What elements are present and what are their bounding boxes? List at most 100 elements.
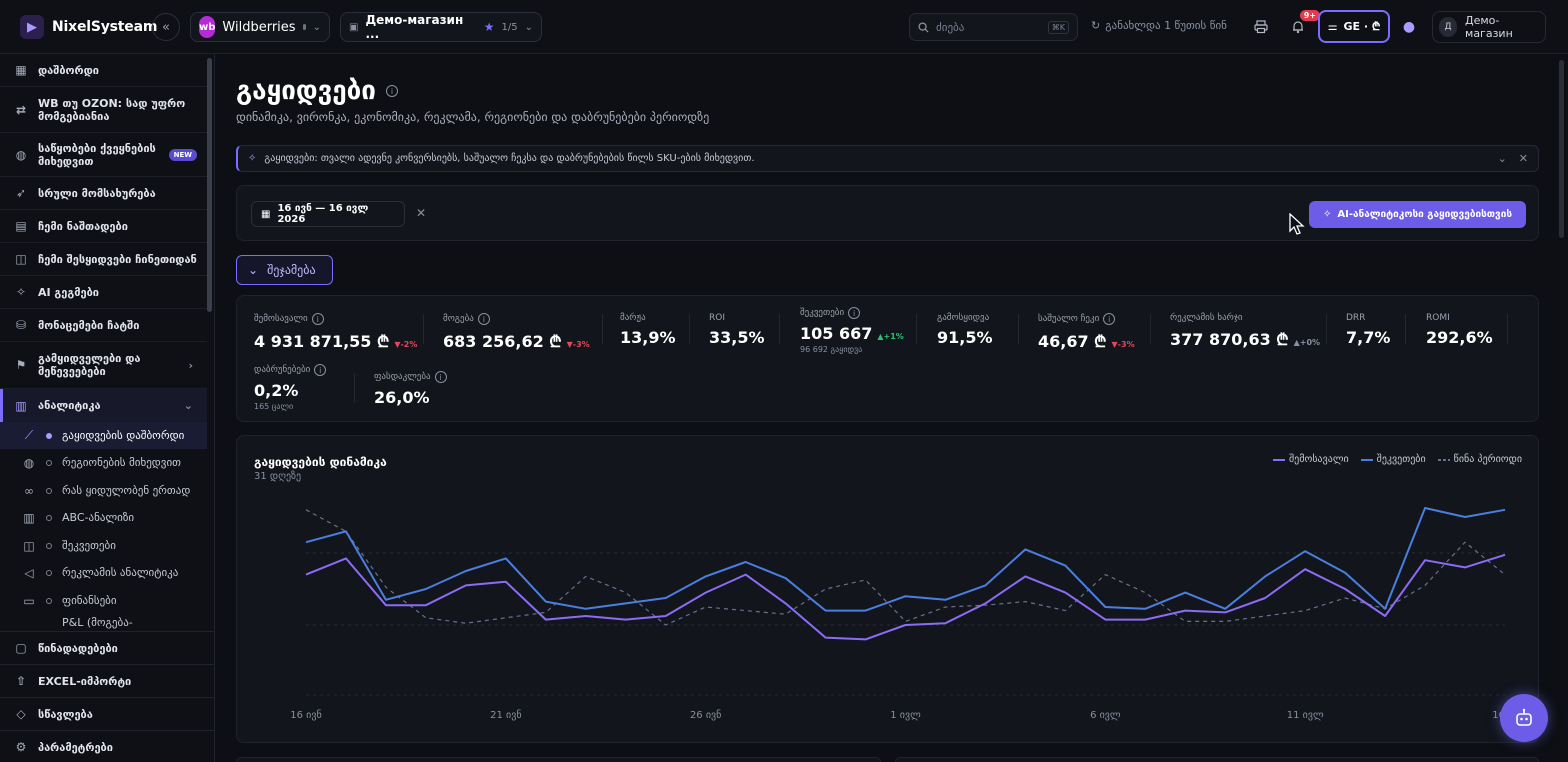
chart-title: გაყიდვების დინამიკა (254, 455, 387, 469)
ai-assistant-button[interactable]: ● (1396, 14, 1422, 40)
store-selector[interactable]: ▣ Демо-магазин ... ★ 1/5 ⌄ (340, 12, 542, 42)
marketplace-selector[interactable]: wb Wildberries ⌄ (190, 12, 330, 42)
ai-analyst-button[interactable]: ✧ AI-ანალიტიკოსი გაყიდვებისთვის (1309, 201, 1526, 228)
sidebar-scrollbar[interactable] (207, 58, 212, 312)
date-range-picker[interactable]: ▦ 16 ივნ — 16 ივლ 2026 (251, 201, 405, 227)
sidebar-item-suggestions[interactable]: ▢ წინადადებები (0, 631, 214, 664)
search-input[interactable] (936, 20, 1036, 34)
sidebar-item-data-chat[interactable]: ⛁ მონაცემები ჩატში (0, 309, 207, 342)
main-scrollbar[interactable] (1559, 60, 1564, 238)
sidebar-item-settings[interactable]: ⚙ პარამეტრები (0, 730, 214, 762)
sidebar-item-ai-plans[interactable]: ✧ AI გეგმები (0, 276, 207, 309)
user-menu[interactable]: Д Демо-магазин (1432, 11, 1546, 43)
search-icon (918, 21, 929, 33)
sidebar-item-wb-vs-ozon[interactable]: ⇄ WB თუ OZON: სად უფრო მომგებიანია (0, 87, 207, 133)
kpi-divider (1326, 314, 1327, 344)
refresh-icon: ↻ (1091, 19, 1101, 32)
page-title-text: გაყიდვები (236, 76, 376, 106)
filter-panel: ▦ 16 ივნ — 16 ივლ 2026 ✕ ✧ AI-ანალიტიკოს… (236, 185, 1539, 241)
summary-toggle-button[interactable]: ⌄ შეჯამება (236, 255, 333, 285)
sidebar-subitem-sales-dashboard[interactable]: ⟋ გაყიდვების დაშბორდი (0, 422, 207, 449)
print-button[interactable] (1248, 14, 1274, 40)
bag-icon: ◫ (23, 538, 35, 553)
update-status-text: განახლდა 1 წუთის წინ (1105, 19, 1227, 32)
sidebar-item-stock[interactable]: ▤ ჩემი ნაშთადები (0, 210, 207, 243)
link-icon: ∞ (24, 483, 34, 498)
chart-canvas[interactable]: 16 ივნ 21 ივნ 26 ივნ 1 ივლ 6 ივლ 11 ივლ 16 (237, 436, 1540, 744)
sidebar-item-label: წინადადებები (38, 641, 118, 655)
info-icon[interactable]: i (1103, 313, 1116, 325)
sidebar-item-sellers[interactable]: ⚑ გამყიდველები და მეწევეებები › (0, 342, 207, 389)
rocket-icon: ➶ (15, 186, 27, 200)
sidebar-subitem-abc[interactable]: ▥ ABC-ანალიზი (0, 504, 207, 531)
info-icon[interactable]: i (477, 313, 490, 325)
brand-logo-icon: ▶ (20, 15, 44, 39)
sidebar-subitem-ads[interactable]: ◁ რეკლამის ანალიტიკა (0, 559, 207, 586)
chevron-down-icon: ⌄ (248, 263, 259, 277)
sidebar-item-learning[interactable]: ◇ სწავლება (0, 697, 214, 730)
chevron-down-icon: ⌄ (312, 21, 321, 33)
legend-item-orders[interactable]: შეკვეთები (1360, 454, 1426, 465)
globe-icon: ◍ (15, 147, 27, 162)
kpi-avg-check: საშუალო ჩეკი i 46,67 ₾ ▼-3% (1038, 313, 1135, 352)
sidebar-item-full-service[interactable]: ➶ სრული მომსახურება (0, 177, 207, 210)
close-icon[interactable]: ✕ (1518, 152, 1528, 165)
legend-item-revenue[interactable]: შემოსავალი (1272, 454, 1349, 465)
collapse-sidebar-button[interactable]: « (152, 13, 180, 41)
update-status[interactable]: ↻ განახლდა 1 წუთის წინ (1091, 19, 1227, 32)
kpi-returns: დაბრუნებები i 0,2% 165 ცალი (254, 364, 327, 411)
sidebar-subitem-orders[interactable]: ◫ შეკვეთები (0, 532, 207, 559)
series-line-2[interactable] (305, 509, 1506, 626)
chevron-down-icon[interactable]: ⌄ (1497, 152, 1507, 165)
bullet-icon (46, 569, 52, 576)
sidebar-subitem-bought-together[interactable]: ∞ რას ყიდულობენ ერთად (0, 477, 207, 504)
brand[interactable]: ▶ NixelSysteam (20, 15, 157, 39)
clear-date-icon[interactable]: ✕ (416, 206, 427, 220)
line-chart-icon: ⟋ (24, 428, 34, 442)
kpi-delta: ▼-3% (566, 340, 590, 349)
sidebar-item-label: დაშბორდი (38, 63, 99, 77)
kpi-divider (916, 314, 917, 344)
series-line-0[interactable] (305, 553, 1506, 641)
search-box[interactable]: ⌘K (909, 13, 1078, 41)
sparkle-icon: ✧ (248, 153, 257, 164)
info-icon[interactable]: i (385, 85, 398, 97)
globe-icon: ◍ (23, 455, 35, 470)
language-currency-button[interactable]: ⚌ GE · ₾ (1318, 10, 1390, 43)
sidebar-subitem-regions[interactable]: ◍ რეგიონების მიხედვით (0, 449, 207, 476)
info-icon[interactable]: i (314, 364, 327, 376)
date-range-label: 16 ივნ — 16 ივლ 2026 (277, 203, 369, 225)
x-tick-label: 21 ივნ (490, 709, 521, 721)
kpi-divider (423, 314, 424, 344)
sidebar-item-analytics[interactable]: ▥ ანალიტიკა ⌄ (0, 389, 207, 423)
info-icon[interactable]: i (848, 307, 861, 319)
sidebar-subitem-label: შეკვეთები (62, 539, 116, 552)
sidebar-item-warehouses[interactable]: ◍ საწყობები ქვეყნების მიხედვით NEW (0, 133, 207, 177)
legend-line-icon (1360, 458, 1373, 461)
sidebar-item-china-purchases[interactable]: ◫ ჩემი შესყიდვები ჩინეთიდან (0, 243, 207, 276)
kpi-divider (779, 314, 780, 344)
sidebar-subitem-pnl[interactable]: P&L (მოგება- (0, 616, 207, 630)
sidebar-item-label: EXCEL-იმპორტი (38, 674, 132, 688)
ai-chat-fab-button[interactable] (1500, 694, 1548, 742)
notifications-button[interactable]: 9+ (1285, 10, 1320, 40)
kpi-value: 683 256,62 ₾ (443, 332, 562, 351)
language-currency-label: GE · ₾ (1343, 20, 1381, 33)
legend-label: შეკვეთები (1376, 454, 1426, 465)
kpi-label: დაბრუნებები (254, 365, 311, 375)
legend-item-previous[interactable]: წინა პერიოდი (1437, 454, 1522, 465)
wallet-icon: ▭ (23, 593, 35, 608)
x-tick-label: 16 (1492, 710, 1505, 721)
sidebar-subitem-finance[interactable]: ▭ ფინანსები (0, 587, 207, 614)
kpi-label: ფასდაკლება (374, 372, 431, 382)
sidebar-item-dashboard[interactable]: ▦ დაშბორდი (0, 54, 207, 87)
series-line-1[interactable] (305, 507, 1506, 612)
info-icon[interactable]: i (434, 371, 447, 383)
brand-name: NixelSysteam (52, 19, 158, 35)
file-icon: ▤ (15, 219, 27, 233)
chevron-down-icon: ⌄ (524, 21, 533, 33)
star-icon: ★ (483, 20, 495, 34)
kpi-label: შემოსავალი (254, 314, 308, 324)
info-icon[interactable]: i (311, 313, 324, 325)
sidebar-item-excel-import[interactable]: ⇧ EXCEL-იმპორტი (0, 664, 214, 697)
